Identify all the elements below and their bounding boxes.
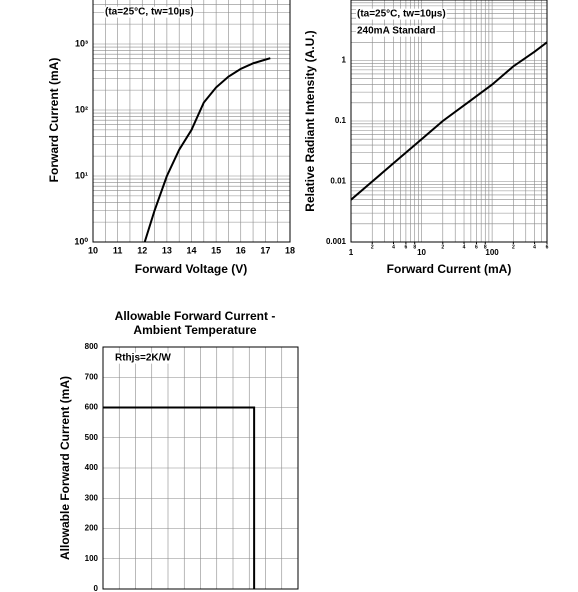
x-minor-tick-label: 4 <box>533 244 536 250</box>
x-minor-tick-label: 6 <box>405 244 408 250</box>
x-tick-label: 1 <box>349 248 354 257</box>
y-tick-label: 0.01 <box>330 177 346 186</box>
x-tick-label: 11 <box>113 245 123 255</box>
y-tick-label: 200 <box>85 524 99 533</box>
annotation: (ta=25°C, tw=10µs) <box>357 9 446 20</box>
x-tick-label: 13 <box>162 245 172 255</box>
y-tick-label: 100 <box>85 554 99 563</box>
curve <box>351 41 547 201</box>
x-minor-tick-label: 2 <box>512 244 515 250</box>
x-minor-tick-label: 2 <box>371 244 374 250</box>
x-minor-tick-label: 6 <box>546 244 549 250</box>
y-tick-label: 0.001 <box>326 237 347 246</box>
curve <box>103 406 256 589</box>
x-minor-tick-label: 4 <box>463 244 466 250</box>
y-tick-label: 10¹ <box>75 170 88 180</box>
x-tick-label: 18 <box>285 245 295 255</box>
y-tick-label: 300 <box>85 493 99 502</box>
plot-frame <box>92 0 291 243</box>
x-minor-tick-label: 6 <box>475 244 478 250</box>
x-axis-label: Forward Current (mA) <box>387 262 512 276</box>
x-tick-label: 16 <box>236 245 246 255</box>
y-tick-label: 10⁰ <box>74 236 88 246</box>
chart-title: Allowable Forward Current - <box>115 309 276 323</box>
x-axis-label: Forward Voltage (V) <box>135 262 247 276</box>
x-minor-tick-label: 4 <box>392 244 395 250</box>
x-tick-label: 10 <box>88 245 98 255</box>
y-tick-label: 500 <box>85 433 99 442</box>
chart-title: Ambient Temperature <box>133 323 256 337</box>
plot-frame <box>102 346 299 590</box>
y-axis-label: Relative Radiant Intensity (A.U.) <box>303 30 317 211</box>
y-tick-label: 800 <box>85 342 99 351</box>
annotation: 240mA Standard <box>357 26 436 37</box>
y-tick-label: 0.1 <box>335 116 347 125</box>
x-tick-label: 100 <box>485 248 499 257</box>
annotation-background <box>114 352 173 364</box>
x-tick-label: 10 <box>417 248 426 257</box>
plot-frame <box>350 0 548 243</box>
x-tick-label: 12 <box>137 245 147 255</box>
y-tick-label: 400 <box>85 463 99 472</box>
y-axis-label: Allowable Forward Current (mA) <box>58 376 72 560</box>
annotation: Rthjs=2K/W <box>115 353 171 364</box>
annotation-background <box>104 6 195 18</box>
curve <box>143 57 271 242</box>
y-axis-label: Forward Current (mA) <box>47 58 61 183</box>
y-tick-label: 0 <box>94 584 99 592</box>
y-tick-label: 10² <box>75 104 88 114</box>
x-tick-label: 17 <box>260 245 270 255</box>
y-tick-label: 700 <box>85 372 99 381</box>
annotation-background <box>356 8 447 20</box>
y-tick-label: 1 <box>342 56 347 65</box>
y-tick-label: 10³ <box>75 38 88 48</box>
y-tick-label: 600 <box>85 403 99 412</box>
annotation: (ta=25°C, tw=10µs) <box>105 7 194 18</box>
x-tick-label: 14 <box>186 245 196 255</box>
x-minor-tick-label: 8 <box>484 244 487 250</box>
annotation-background <box>356 25 437 37</box>
x-tick-label: 15 <box>211 245 221 255</box>
x-minor-tick-label: 8 <box>413 244 416 250</box>
x-minor-tick-label: 2 <box>441 244 444 250</box>
